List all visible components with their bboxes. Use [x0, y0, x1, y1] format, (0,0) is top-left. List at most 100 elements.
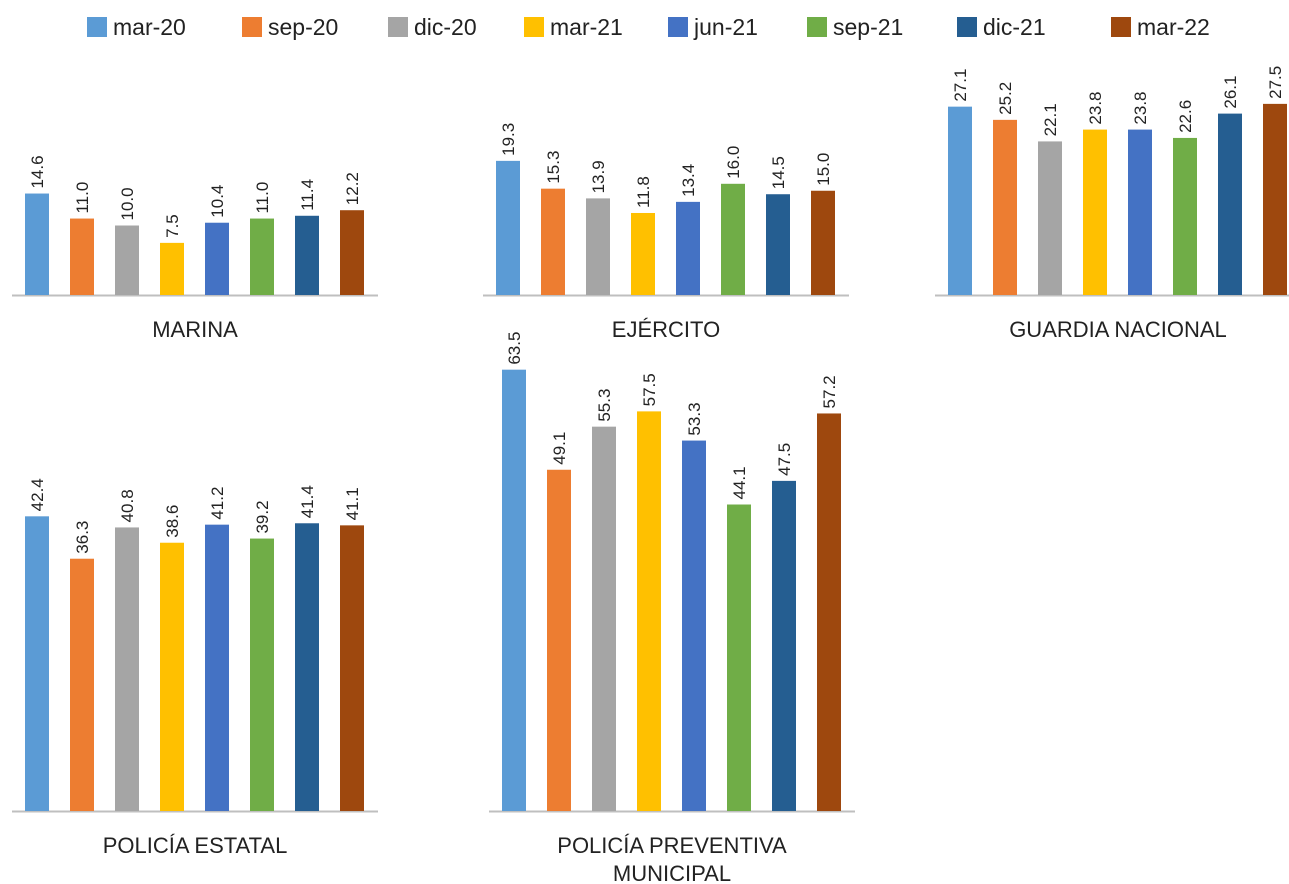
data-label: 10.4: [208, 185, 227, 218]
legend-label: sep-20: [268, 14, 339, 40]
bar: [1038, 141, 1062, 295]
bar: [25, 516, 49, 811]
bar: [70, 218, 94, 295]
bar: [592, 426, 616, 811]
legend-swatch: [388, 17, 408, 37]
panel-title: MARINA: [152, 317, 238, 342]
bar: [25, 193, 49, 295]
panel-title: GUARDIA NACIONAL: [1009, 317, 1227, 342]
legend-label: mar-21: [550, 14, 623, 40]
bar: [250, 538, 274, 811]
data-label: 27.5: [1266, 66, 1285, 99]
chart-panel: 14.6 11.0 10.0 7.5 10.4 11.0 11.4 12.2 MARINA: [12, 155, 378, 342]
chart-panel: 27.1 25.2 22.1 23.8 23.8 22.6 26.1 27.5 GUARDIA …: [935, 66, 1289, 342]
chart-panel: 19.3 15.3 13.9 11.8 13.4 16.0 14.5 15.0 EJÉRCITO: [483, 123, 849, 342]
legend-label: mar-20: [113, 14, 186, 40]
bar: [1173, 137, 1197, 295]
panel-title: EJÉRCITO: [612, 317, 720, 342]
legend-label: mar-22: [1137, 14, 1210, 40]
data-label: 10.0: [118, 187, 137, 220]
data-label: 44.1: [730, 466, 749, 499]
legend-label: dic-20: [414, 14, 477, 40]
data-label: 57.2: [820, 375, 839, 408]
data-label: 7.5: [163, 214, 182, 238]
data-label: 27.1: [951, 69, 970, 102]
legend-swatch: [807, 17, 827, 37]
data-label: 53.3: [685, 402, 704, 435]
bar: [541, 188, 565, 295]
data-label: 39.2: [253, 500, 272, 533]
data-label: 11.8: [634, 176, 653, 208]
bar: [948, 106, 972, 295]
bar: [586, 198, 610, 295]
panel-title: MUNICIPAL: [613, 861, 731, 884]
bar: [1128, 129, 1152, 295]
legend-swatch: [957, 17, 977, 37]
data-label: 22.1: [1041, 103, 1060, 136]
bar: [1083, 129, 1107, 295]
data-label: 25.2: [996, 82, 1015, 115]
bar: [631, 212, 655, 295]
panel-title: POLICÍA ESTATAL: [103, 833, 288, 858]
bar: [1263, 103, 1287, 295]
bar: [676, 201, 700, 295]
data-label: 23.8: [1131, 91, 1150, 124]
data-label: 47.5: [775, 443, 794, 476]
data-label: 11.4: [298, 179, 317, 211]
data-label: 22.6: [1176, 100, 1195, 133]
bar: [340, 210, 364, 295]
legend-swatch: [524, 17, 544, 37]
legend-item: dic-21: [957, 14, 1046, 40]
legend-item: mar-22: [1111, 14, 1210, 40]
bar: [160, 242, 184, 295]
data-label: 55.3: [595, 389, 614, 422]
data-label: 36.3: [73, 521, 92, 554]
bar: [295, 523, 319, 811]
data-label: 14.5: [769, 156, 788, 189]
data-label: 49.1: [550, 432, 569, 465]
legend-item: sep-20: [242, 14, 338, 40]
data-label: 16.0: [724, 146, 743, 179]
data-label: 40.8: [118, 489, 137, 522]
chart-panel: 63.5 49.1 55.3 57.5 53.3 44.1 47.5 57.2 POLICÍA …: [489, 332, 855, 884]
bar: [205, 222, 229, 295]
data-label: 12.2: [343, 172, 362, 205]
data-label: 11.0: [253, 182, 272, 214]
data-label: 38.6: [163, 505, 182, 538]
legend-label: dic-21: [983, 14, 1046, 40]
chart-panel: 42.4 36.3 40.8 38.6 41.2 39.2 41.4 41.1 POLICÍA …: [12, 478, 378, 858]
data-label: 19.3: [499, 123, 518, 156]
bar: [70, 558, 94, 811]
bar: [766, 194, 790, 295]
bar: [811, 190, 835, 295]
bar: [502, 369, 526, 811]
legend-swatch: [87, 17, 107, 37]
bar: [993, 119, 1017, 295]
data-label: 23.8: [1086, 91, 1105, 124]
bar: [727, 504, 751, 811]
bar: [115, 527, 139, 811]
data-label: 11.0: [73, 182, 92, 214]
bar: [1218, 113, 1242, 295]
data-label: 41.2: [208, 487, 227, 520]
bar: [340, 525, 364, 811]
legend-item: sep-21: [807, 14, 903, 40]
bar: [295, 215, 319, 295]
bar: [115, 225, 139, 295]
legend-item: dic-20: [388, 14, 477, 40]
bar: [547, 469, 571, 811]
data-label: 15.3: [544, 151, 563, 184]
bar: [721, 183, 745, 295]
data-label: 13.4: [679, 164, 698, 197]
legend-item: mar-20: [87, 14, 186, 40]
data-label: 42.4: [28, 478, 47, 511]
legend-label: jun-21: [694, 14, 758, 40]
data-label: 26.1: [1221, 76, 1240, 109]
data-label: 57.5: [640, 373, 659, 406]
bar: [817, 413, 841, 811]
legend-swatch: [668, 17, 688, 37]
bar: [205, 524, 229, 811]
data-label: 41.1: [343, 487, 362, 520]
legend-swatch: [1111, 17, 1131, 37]
panel-title: POLICÍA PREVENTIVA: [557, 833, 787, 858]
